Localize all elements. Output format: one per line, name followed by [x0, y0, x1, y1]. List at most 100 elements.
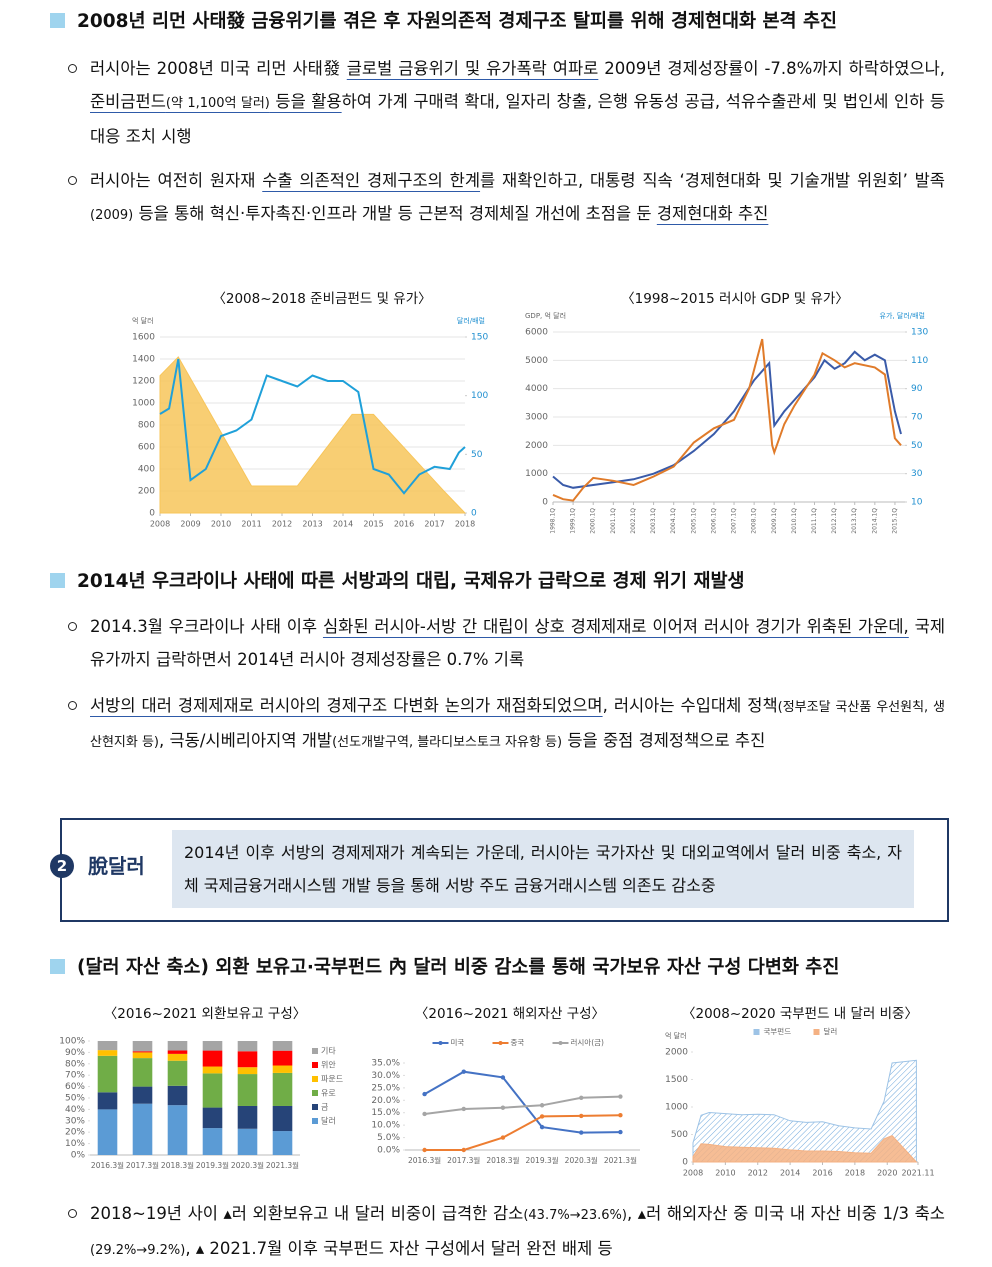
x-tick-label: 2017.3월 — [447, 1155, 480, 1165]
bar-segment — [167, 1050, 188, 1054]
line — [424, 1070, 621, 1134]
x-tick-label: 2020.3월 — [565, 1155, 598, 1165]
y-tick-label: 20.0% — [371, 1096, 400, 1106]
text: (정부조달 국산품 우선원칙, 생산현지화 등) — [90, 700, 946, 750]
y-tick-label: 5.0% — [377, 1133, 400, 1143]
text: , ▴러 해외자산 중 미국 내 자산 비중 1/3 축소 — [626, 1204, 945, 1223]
bar-segment — [132, 1103, 153, 1155]
point — [539, 1124, 545, 1130]
x-tick-label: 2009.1Q — [771, 508, 778, 534]
bullet: 러시아는 여전히 원자재 수출 의존적인 경제구조의 한계를 재확인하고, 대통… — [68, 164, 945, 232]
bar-segment — [97, 1092, 118, 1110]
point — [461, 1147, 466, 1153]
legend-swatch — [312, 1090, 318, 1096]
legend-swatch — [813, 1029, 820, 1035]
bar-segment — [167, 1085, 188, 1106]
bar-segment — [132, 1052, 153, 1059]
chart: 0.0% 5.0% 10.0% 15.0% 20.0% 25.0% 30.0% 35.0% 20… — [371, 1037, 640, 1165]
y-tick-label: 400 — [138, 465, 155, 475]
bar-segment — [202, 1107, 223, 1129]
text: (약 1,100억 달러) — [165, 96, 270, 111]
section-heading: 2014년 우크라이나 사태에 따른 서방과의 대립, 국제유가 급락으로 경제… — [50, 567, 745, 597]
x-tick-label: 2013 — [302, 520, 322, 529]
chart-title: 〈2016~2021 외환보유고 구성〉 — [103, 1006, 307, 1022]
y-tick-label: 500 — [671, 1130, 688, 1140]
legend-swatch — [312, 1076, 318, 1082]
y-tick-label: 1000 — [525, 469, 548, 479]
y-tick-label: 4000 — [525, 384, 548, 394]
x-tick-label: 2010 — [211, 520, 231, 529]
x-tick-label: 2007.1Q — [731, 508, 738, 534]
bullet: 서방의 대러 경제제재로 러시아의 경제구조 다변화 논의가 재점화되었으며, … — [68, 689, 946, 759]
legend-label: 달러 — [321, 1117, 336, 1126]
legend-label: 달러 — [824, 1027, 838, 1036]
y-tick-label: 1600 — [132, 333, 155, 343]
x-tick-label: 2012 — [748, 1169, 768, 1178]
y2-tick-label: 0 — [471, 509, 477, 519]
text: (2009) — [90, 208, 134, 223]
x-tick-label: 2008 — [150, 520, 170, 529]
text: 러시아는 여전히 원자재 — [90, 171, 263, 190]
area — [159, 356, 467, 514]
y-tick-label: 1400 — [132, 355, 155, 365]
x-tick-label: 2013.1Q — [851, 508, 858, 534]
x-tick-label: 2016 — [812, 1169, 832, 1178]
bar-segment — [167, 1060, 188, 1086]
x-tick-label: 2020 — [877, 1169, 897, 1178]
y2-tick-label: 30 — [911, 469, 923, 479]
legend-label: 금 — [321, 1103, 328, 1112]
legend-label: 러시아(금) — [571, 1037, 605, 1047]
y2-tick-label: 50 — [911, 441, 923, 451]
text: 경제현대화 추진 — [656, 204, 769, 223]
y-axis-label: 억 달러 — [665, 1031, 687, 1040]
y-tick-label: 5000 — [525, 356, 548, 366]
y-tick-label: 10.0% — [371, 1121, 400, 1131]
text: 심화된 러시아-서방 간 대립이 상호 경제제재로 이어져 러시아 경기가 위축… — [322, 617, 909, 636]
bar-segment — [237, 1051, 258, 1068]
y2-tick-label: 10 — [911, 498, 923, 508]
point — [422, 1147, 427, 1153]
y-tick-label: 6000 — [525, 328, 548, 338]
legend-swatch — [312, 1048, 318, 1054]
legend-swatch — [312, 1062, 318, 1068]
bar-segment — [202, 1128, 223, 1155]
y-tick-label: 600 — [138, 443, 155, 453]
text: 2018~19년 사이 — [90, 1204, 224, 1223]
point — [500, 1135, 506, 1140]
point — [539, 1114, 545, 1119]
y2-tick-label: 50 — [471, 450, 483, 460]
x-tick-label: 2012.1Q — [831, 508, 838, 534]
point — [618, 1094, 623, 1099]
bar-segment — [97, 1041, 118, 1051]
section-heading: (달러 자산 축소) 외환 보유고·국부펀드 內 달러 비중 감소를 통해 국가… — [50, 953, 839, 983]
bar-segment — [202, 1066, 223, 1074]
x-tick-label: 2016.3월 — [408, 1155, 441, 1165]
legend-label: 기타 — [321, 1047, 336, 1056]
text: , ▴ 2021.7월 이후 국부펀드 자산 구성에서 달러 완전 배제 등 — [185, 1239, 613, 1258]
y-tick-label: 0 — [682, 1158, 688, 1168]
legend-label: 국부펀드 — [764, 1027, 792, 1036]
chart-title: 〈2008~2020 국부펀드 내 달러 비중〉 — [682, 1006, 918, 1022]
x-tick-label: 2010.1Q — [791, 508, 798, 534]
x-tick-label: 2014 — [780, 1169, 800, 1178]
y-tick-label: 100% — [59, 1037, 85, 1047]
x-tick-label: 2004.1Q — [670, 508, 677, 534]
bar-segment — [272, 1050, 293, 1066]
y-tick-label: 10% — [65, 1139, 85, 1149]
text: 2009년 경제성장률이 -7.8%까지 하락하였으나, — [598, 59, 945, 78]
x-tick-label: 2003.1Q — [650, 508, 657, 534]
y-tick-label: 0 — [542, 498, 548, 508]
x-tick-label: 2020.3월 — [231, 1160, 264, 1170]
y-tick-label: 40% — [65, 1105, 85, 1115]
bar-segment — [132, 1058, 153, 1087]
text: 러시아는 2008년 미국 리먼 사태發 — [90, 59, 347, 78]
point — [618, 1129, 623, 1135]
bar-segment — [272, 1041, 293, 1051]
x-tick-label: 2017.3월 — [126, 1160, 159, 1170]
y-tick-label: 2000 — [525, 441, 548, 451]
text: 하여 가계 구매력 확대, 일자리 창출, 은행 유동성 공급, 석유수출관세 … — [90, 92, 945, 146]
text: 2014.3월 우크라이나 사태 이후 — [90, 617, 323, 636]
area — [692, 1135, 918, 1163]
y2-axis-label: 달러/배럴 — [457, 316, 485, 325]
bar-segment — [97, 1109, 118, 1155]
